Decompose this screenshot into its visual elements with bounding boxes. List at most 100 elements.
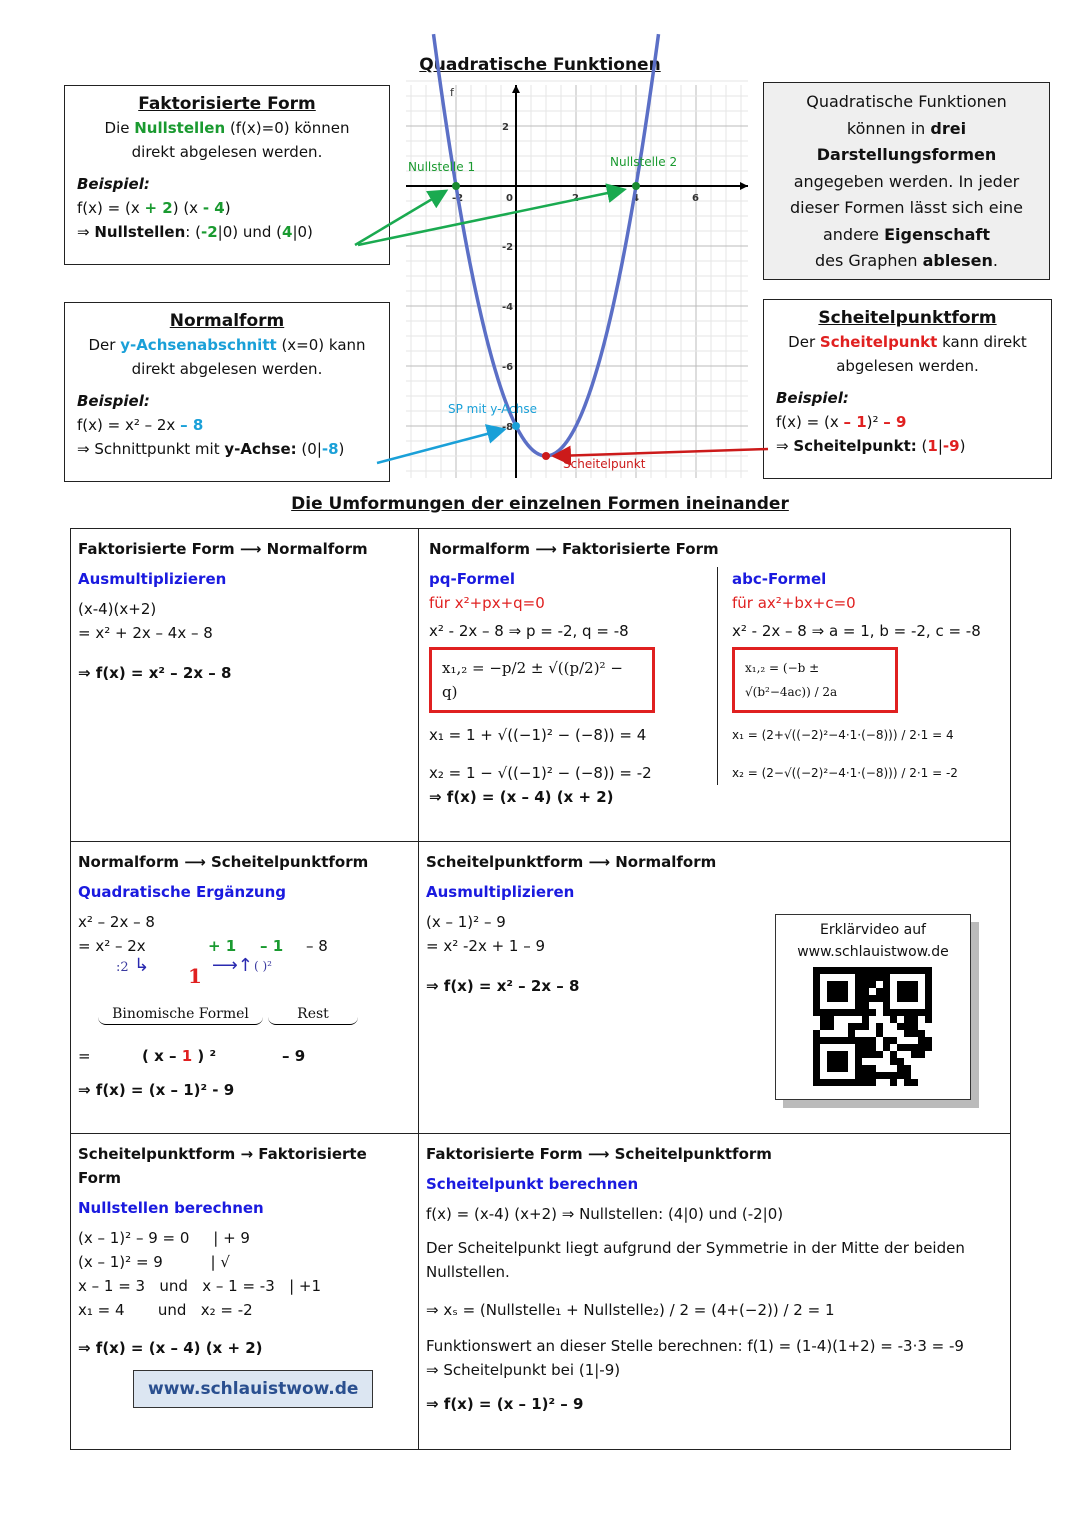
text: Die Nullstellen (f(x)=0) können <box>77 116 377 140</box>
t: . <box>992 251 999 270</box>
t: drei <box>930 118 967 138</box>
scheitelpunktform-box: Scheitelpunktform Der Scheitelpunkt kann… <box>763 299 1052 479</box>
arrow-icon: ⟶ <box>184 853 206 871</box>
method: Ausmultiplizieren <box>78 570 227 588</box>
result: ⇒ f(x) = x² – 2x – 8 <box>78 664 232 682</box>
t: f(x) = (x <box>776 413 844 431</box>
abc-formula: x₁,₂ = (−b ± √(b²−4ac)) / 2a <box>732 647 898 713</box>
t: Scheitelpunktform <box>426 853 589 871</box>
t: -2 <box>200 223 218 241</box>
method: Quadratische Ergänzung <box>78 883 287 901</box>
arrow-icon: ⟶ <box>535 540 557 558</box>
arrow-icon: → <box>240 1145 254 1163</box>
cell-scheitel-to-normal: Scheitelpunktform ⟶ Normalform Ausmultip… <box>418 841 1011 1134</box>
arrow-icon: ⟶ <box>588 853 611 871</box>
t: x² - 2x – 8 ⇒ a = 1, b = -2, c = -8 <box>732 622 981 640</box>
normalform-box: Normalform Der y-Achsenabschnitt (x=0) k… <box>64 302 390 482</box>
t: Der <box>88 336 121 354</box>
t: (x-4)(x+2) <box>78 600 157 618</box>
t: des Graphen <box>814 251 923 270</box>
t: Nullstellen <box>94 223 186 241</box>
abc-column: abc-Formel für ax²+bx+c=0 x² - 2x – 8 ⇒ … <box>718 567 981 785</box>
website-link[interactable]: www.schlauistwow.de <box>133 1370 374 1408</box>
method: pq-Formel <box>429 570 515 588</box>
t: 1 <box>927 437 938 455</box>
arrow-up-icon: ⟶↑ <box>212 955 253 976</box>
grid <box>406 80 748 478</box>
t: -8 <box>321 440 339 458</box>
t: Der Scheitelpunkt liegt aufgrund der Sym… <box>426 1239 965 1281</box>
label-nullstelle-2: Nullstelle 2 <box>610 155 677 169</box>
cell-scheitel-to-faktor: Scheitelpunktform → Faktorisierte Form N… <box>70 1133 419 1450</box>
y-tick-label: 2 <box>502 122 509 133</box>
t: Beispiel: <box>77 175 150 193</box>
t: Nullstellen <box>134 119 226 137</box>
text: direkt abgelesen werden. <box>131 360 323 378</box>
t: - 4 <box>202 199 225 217</box>
t: f(x) = (x <box>77 199 145 217</box>
t: kann direkt <box>937 333 1027 351</box>
t: – 9 <box>282 1047 306 1065</box>
t: y-Achsenabschnitt <box>120 336 277 354</box>
y-tick-label: -8 <box>502 422 513 433</box>
t: ( <box>916 437 928 455</box>
t: Der <box>788 333 820 351</box>
result: ⇒ f(x) = (x – 1)² - 9 <box>78 1081 235 1099</box>
arrow-vertex <box>551 445 769 466</box>
t: ) <box>224 199 231 217</box>
t: x₂ = (2−√((−2)²−4·1·(−8))) / 2·1 = -2 <box>732 766 958 780</box>
arrow-nullstelle-1 <box>354 189 449 247</box>
example: Beispiel: f(x) = x² – 2x – 8 ⇒ Schnittpu… <box>77 389 377 461</box>
label-nullstelle-1: Nullstelle 1 <box>408 160 475 174</box>
binom-brace: Binomische Formel <box>98 1004 263 1025</box>
t: = x² -2x + 1 – 9 <box>426 937 546 955</box>
point-vertex <box>542 452 550 460</box>
section-title: Die Umformungen der einzelnen Formen ine… <box>291 494 789 514</box>
y-tick-label: -6 <box>502 362 513 373</box>
label-scheitelpunkt: Scheitelpunkt <box>563 457 646 471</box>
t: können in <box>846 118 931 138</box>
result: ⇒ f(x) = (x – 4) (x + 2) <box>429 788 614 806</box>
t: ) <box>338 440 345 458</box>
t: Scheitelpunktform <box>609 1145 772 1163</box>
arrow-y-intercept <box>376 424 507 465</box>
t: Faktorisierte Form <box>426 1145 588 1163</box>
t: 1 <box>188 964 202 988</box>
t: angegeben werden. In jeder <box>793 171 1020 191</box>
label-sp-y-achse: SP mit y-Achse <box>448 402 537 416</box>
t: andere <box>822 224 885 244</box>
point-nullstelle-2 <box>632 182 640 190</box>
heading: Scheitelpunktform <box>818 308 997 328</box>
parabola-graph: -202462-2-4-6-8 f Nullstelle 1 Nullstell… <box>354 33 769 478</box>
t: ⇒ Scheitelpunkt bei (1|-9) <box>426 1361 621 1379</box>
ergaenzung: = x² – 2x + 1 – 1 – 8 :2 ↳ 1 ⟶↑ ( )² Bin… <box>78 934 411 1034</box>
t: dieser Formen lässt sich eine <box>789 198 1024 217</box>
video-box[interactable]: Erklärvideo auf www.schlauistwow.de <box>775 914 971 1100</box>
qr-code-icon[interactable] <box>813 967 933 1087</box>
arrow-icon: ⟶ <box>239 540 262 558</box>
t: ⇒ <box>77 223 95 241</box>
t: : ( <box>185 223 201 241</box>
t: Darstellungsformen <box>816 145 997 164</box>
heading: Normalform <box>169 311 285 331</box>
t: ( x – <box>142 1047 182 1065</box>
t: = x² + 2x – 4x – 8 <box>78 624 213 642</box>
t: Funktionswert an dieser Stelle berechnen… <box>426 1337 964 1355</box>
t: Normalform <box>78 853 185 871</box>
t: (x – 1)² = 9 | √ <box>78 1253 230 1271</box>
t: ⇒ Schnittpunkt mit <box>77 440 225 458</box>
binom-result: = ( x – 1 ) ² – 9 <box>78 1044 411 1074</box>
t: Faktorisierte Form <box>78 1145 367 1187</box>
t: Scheitelpunktform <box>205 853 369 871</box>
info-box: Quadratische Funktionen können in drei D… <box>763 82 1050 280</box>
t: für x²+px+q=0 <box>429 594 545 612</box>
t: x² - 2x – 8 ⇒ p = -2, q = -8 <box>429 622 629 640</box>
pq-formula: x₁,₂ = −p/2 ± √((p/2)² − q) <box>429 647 655 713</box>
t: – 1 <box>843 413 867 431</box>
point-y-intercept <box>512 422 520 430</box>
point-nullstelle-1 <box>452 182 460 190</box>
t: (x=0) kann <box>276 336 366 354</box>
x-tick-label: 6 <box>692 193 699 204</box>
t: )² <box>866 413 884 431</box>
